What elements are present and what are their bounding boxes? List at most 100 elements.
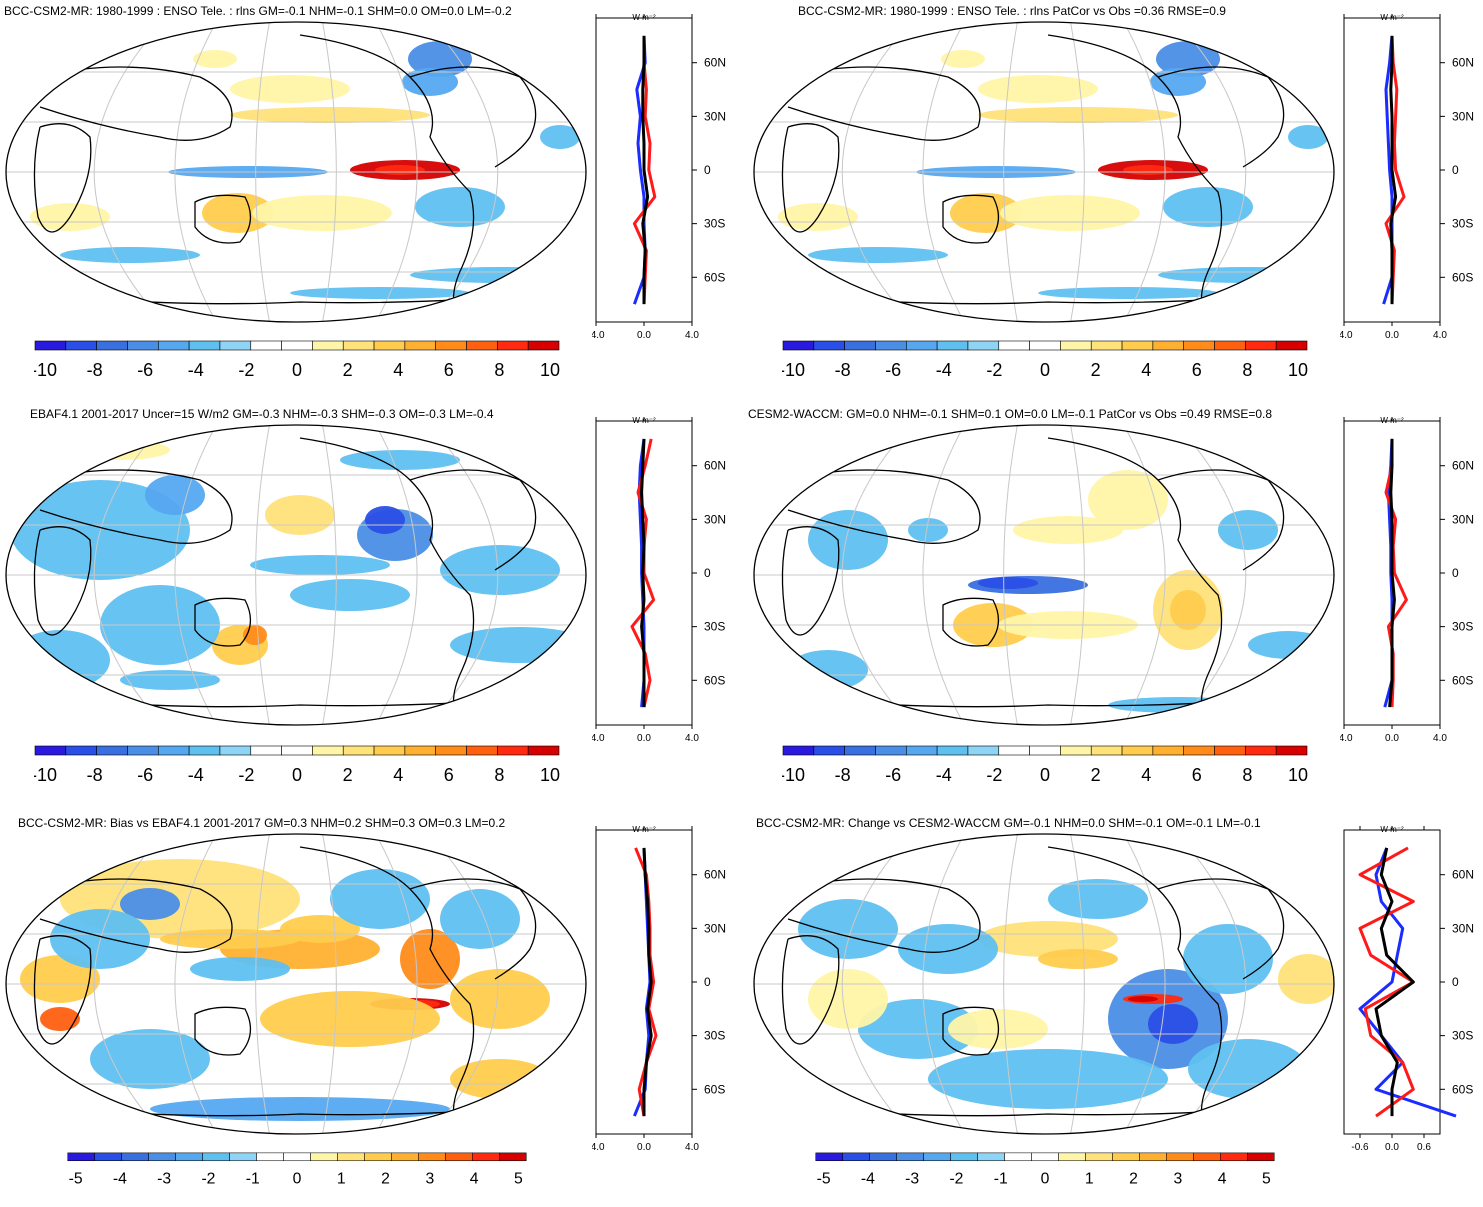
colorbar-cell <box>1090 340 1123 351</box>
colorbar-label: -8 <box>87 360 103 380</box>
colorbar-cell <box>875 340 907 351</box>
colorbar-label: 2 <box>381 1171 390 1188</box>
colorbar-cell <box>1245 340 1277 351</box>
colorbar-cell <box>219 745 252 756</box>
colorbar-cell <box>373 745 406 756</box>
x-tick-label: -4.0 <box>1340 330 1353 341</box>
colorbar-cell <box>127 340 159 351</box>
panel-cesm2-waccm: CESM2-WACCM: GM=0.0 NHM=-0.1 SHM=0.1 OM=… <box>748 403 1483 798</box>
colorbar-cell <box>1193 1152 1221 1162</box>
panel-title: BCC-CSM2-MR: Change vs CESM2-WACCM GM=-0… <box>756 816 1261 830</box>
colorbar-cell <box>65 340 97 351</box>
colorbar-cell <box>936 340 969 351</box>
colorbar-label: -6 <box>137 360 153 380</box>
colorbar-cell <box>1152 340 1185 351</box>
colorbar-cell <box>34 340 67 351</box>
lat-tick-label: 0 <box>704 566 711 580</box>
colorbar-cell <box>1220 1152 1248 1162</box>
colorbar-label: -4 <box>113 1171 127 1188</box>
colorbar-label: -2 <box>986 360 1002 380</box>
lat-tick-label: 60S <box>704 1082 725 1096</box>
panel-title: BCC-CSM2-MR: 1980-1999 : ENSO Tele. : rl… <box>798 4 1226 18</box>
colorbar-label: -2 <box>238 765 254 785</box>
colorbar-cell <box>337 1152 365 1162</box>
colorbar-cell <box>466 340 498 351</box>
colorbar-label: -6 <box>885 765 901 785</box>
x-tick-label: -4.0 <box>592 1142 605 1153</box>
colorbar-cell <box>1152 745 1185 756</box>
lat-tick-label: 30N <box>704 512 726 526</box>
x-tick-label: 0.0 <box>637 733 651 744</box>
colorbar-cell <box>875 745 907 756</box>
world-map <box>753 833 1335 1135</box>
colorbar-cell <box>923 1152 951 1162</box>
x-tick-label: -4.0 <box>592 330 605 341</box>
colorbar-cell <box>157 340 190 351</box>
colorbar-cell <box>499 1152 527 1162</box>
colorbar-cell <box>1139 1152 1167 1162</box>
x-tick-label: 4.0 <box>685 733 699 744</box>
colorbar-label: 10 <box>540 360 560 380</box>
colorbar-cell <box>127 745 159 756</box>
colorbar-cell <box>869 1152 897 1162</box>
colorbar-cell <box>65 745 97 756</box>
zonal-mean-profile: 60N 30N 0 30S 60S -4.0 0.0 4.0 W m⁻² <box>1340 13 1474 341</box>
colorbar-cell <box>815 1152 843 1162</box>
colorbar-cell <box>310 1152 338 1162</box>
colorbar-cell <box>219 340 252 351</box>
colorbar-label: 1 <box>337 1171 346 1188</box>
colorbar-cell <box>844 340 876 351</box>
lat-tick-label: 0 <box>1452 975 1459 989</box>
colorbar-cell <box>950 1152 978 1162</box>
colorbar-cell <box>250 745 282 756</box>
world-map <box>5 833 587 1135</box>
colorbar-label: 0 <box>292 360 302 380</box>
colorbar-label: 0 <box>1040 765 1050 785</box>
panel-enso-model: BCC-CSM2-MR: 1980-1999 : ENSO Tele. : rl… <box>0 0 740 395</box>
colorbar-cell <box>813 340 845 351</box>
colorbar-label: -2 <box>201 1171 215 1188</box>
colorbar-cell <box>281 340 313 351</box>
colorbar: -10 -8 -6 -4 -2 0 2 4 6 8 10 <box>34 745 560 785</box>
colorbar-label: -5 <box>817 1171 831 1188</box>
lat-tick-label: 60N <box>704 56 726 70</box>
colorbar-label: -6 <box>885 360 901 380</box>
x-tick-label: 4.0 <box>685 1142 699 1153</box>
colorbar-label: 4 <box>1141 765 1151 785</box>
colorbar-cell <box>936 745 969 756</box>
colorbar: -10 -8 -6 -4 -2 0 2 4 6 8 10 <box>782 745 1308 785</box>
colorbar-cell <box>364 1152 392 1162</box>
colorbar-label: 8 <box>1242 360 1252 380</box>
colorbar-cell <box>1247 1152 1275 1162</box>
colorbar-cell <box>466 745 498 756</box>
lat-tick-label: 60N <box>704 868 726 882</box>
series-line-black <box>1389 35 1398 305</box>
zonal-mean-profile: 60N 30N 0 30S 60S -4.0 0.0 4.0 W m⁻² <box>592 13 726 341</box>
colorbar-label: -6 <box>137 765 153 785</box>
lat-tick-label: 30N <box>1452 921 1474 935</box>
colorbar-label: -4 <box>188 765 204 785</box>
colorbar-cell <box>1183 340 1215 351</box>
unit-label: W m⁻² <box>1380 13 1404 22</box>
colorbar-cell <box>175 1152 203 1162</box>
colorbar-label: 2 <box>1091 360 1101 380</box>
colorbar-cell <box>905 340 938 351</box>
panel-enso-patcor: BCC-CSM2-MR: 1980-1999 : ENSO Tele. : rl… <box>748 0 1483 395</box>
lat-tick-label: 60N <box>1452 868 1474 882</box>
colorbar-label: -8 <box>835 360 851 380</box>
colorbar-cell <box>404 745 437 756</box>
colorbar-cell <box>1121 340 1154 351</box>
colorbar-label: -2 <box>238 360 254 380</box>
lat-tick-label: 30S <box>1452 1029 1473 1043</box>
colorbar-label: 1 <box>1085 1171 1094 1188</box>
colorbar-label: 10 <box>540 765 560 785</box>
colorbar-cell <box>342 745 375 756</box>
colorbar-cell <box>967 745 1000 756</box>
colorbar-cell <box>998 745 1030 756</box>
colorbar-label: 10 <box>1288 765 1308 785</box>
x-tick-label: 0.6 <box>1417 1142 1431 1153</box>
colorbar: -5 -4 -3 -2 -1 0 1 2 3 4 5 <box>67 1152 527 1188</box>
colorbar-cell <box>1060 745 1092 756</box>
lat-tick-label: 60N <box>1452 459 1474 473</box>
colorbar-label: -3 <box>905 1171 919 1188</box>
